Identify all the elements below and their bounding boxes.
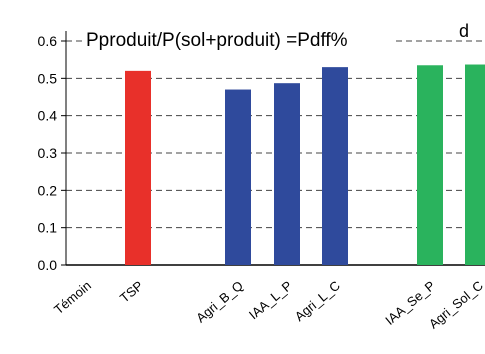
x-category-label: IAA_L_P — [246, 278, 295, 322]
bar-agri-b-q — [225, 89, 251, 266]
bar-iaa-l-p — [274, 83, 300, 265]
x-category-label: Agri_L_C — [292, 278, 343, 324]
x-category-label: Témoin — [51, 278, 94, 317]
bar-tsp — [125, 70, 151, 265]
chart-title: Pproduit/P(sol+produit) =Pdff% — [86, 30, 348, 51]
bar-iaa-se-p — [417, 65, 443, 266]
panel-letter: d — [459, 21, 469, 41]
bar-agri-l-c — [322, 67, 348, 265]
bar-agri-sol-c — [465, 64, 485, 266]
y-tick-label: 0.5 — [38, 70, 58, 86]
title-background — [84, 28, 396, 52]
y-tick-label: 0.1 — [38, 220, 58, 236]
x-category-label: TSP — [117, 278, 146, 306]
y-tick-label: 0.0 — [38, 257, 58, 273]
y-tick-label: 0.3 — [38, 145, 58, 161]
y-tick-label: 0.6 — [38, 33, 58, 49]
y-tick-label: 0.2 — [38, 182, 58, 198]
y-tick-label: 0.4 — [38, 108, 58, 124]
x-category-label: Agri_B_Q — [193, 278, 246, 326]
bars — [125, 64, 485, 266]
